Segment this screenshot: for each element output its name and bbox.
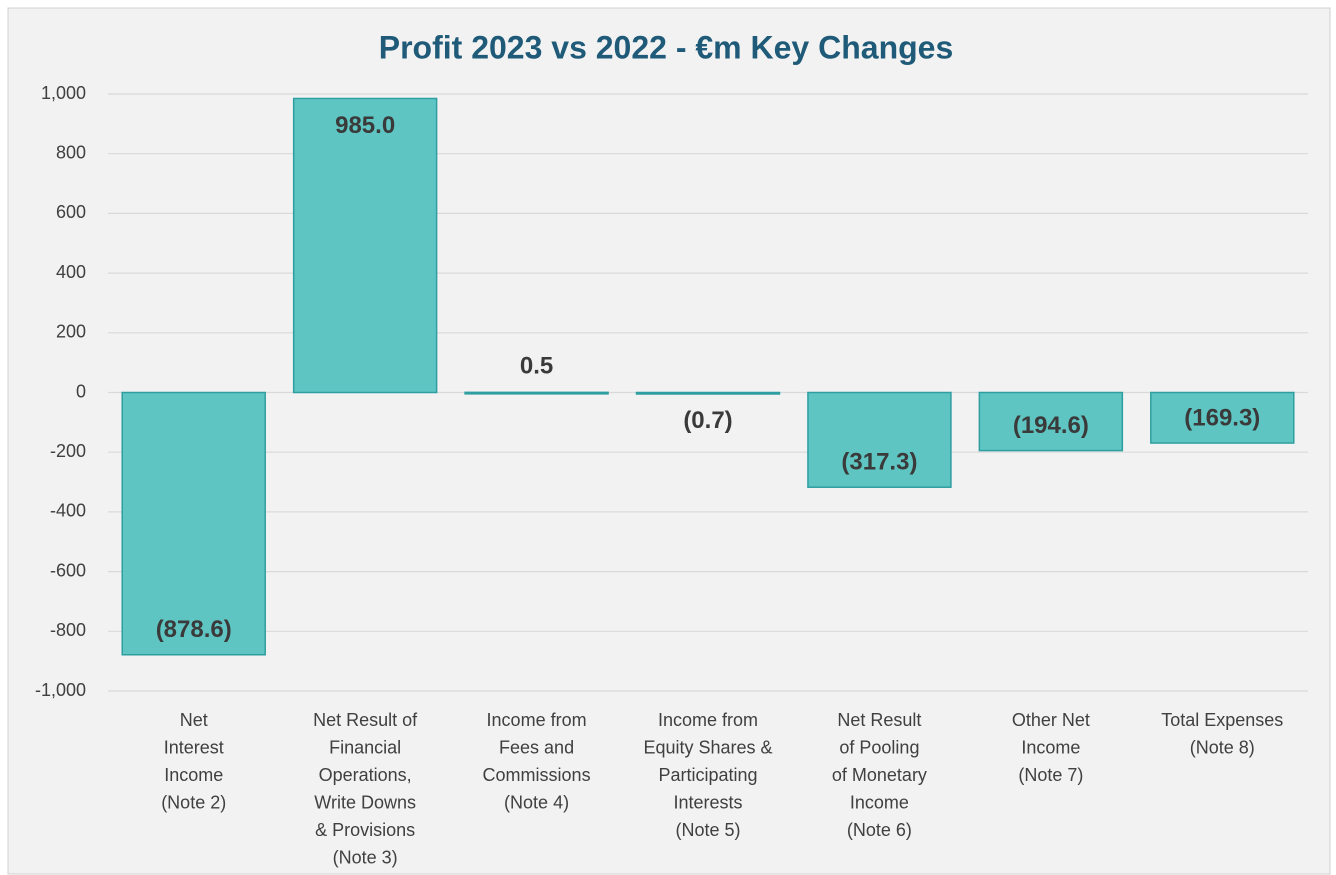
chart-title: Profit 2023 vs 2022 - €m Key Changes <box>379 29 954 65</box>
bar <box>292 97 438 394</box>
y-tick-label: 1,000 <box>41 83 86 103</box>
y-tick-label: -200 <box>50 441 86 461</box>
y-tick-label: -400 <box>50 501 86 521</box>
y-tick-label: -800 <box>50 620 86 640</box>
x-tick-label: Total Expenses (Note 8) <box>1161 710 1283 758</box>
y-tick-label: -600 <box>50 560 86 580</box>
y-tick-label: -1,000 <box>35 680 86 700</box>
value-label: 985.0 <box>335 112 395 139</box>
x-tick-label: Income from Equity Shares & Participating I… <box>643 710 772 840</box>
y-tick-label: 600 <box>56 202 86 222</box>
value-label: (194.6) <box>1013 412 1089 439</box>
value-label: (0.7) <box>683 407 732 434</box>
bar <box>464 391 609 395</box>
bar <box>635 391 781 395</box>
x-tick-label: Other Net Income (Note 7) <box>1012 710 1090 785</box>
value-label: (878.6) <box>156 616 232 643</box>
bar <box>121 391 266 656</box>
y-tick-label: 200 <box>56 322 86 342</box>
x-tick-label: Net Result of Pooling of Monetary Income (No… <box>832 710 927 840</box>
bar <box>1150 391 1295 444</box>
x-tick-label: Income from Fees and Commissions (Note 4) <box>483 710 591 813</box>
x-tick-label: Net Interest Income (Note 2) <box>161 710 226 813</box>
y-tick-label: 400 <box>56 262 86 282</box>
value-label: (317.3) <box>841 449 917 476</box>
value-label: 0.5 <box>520 353 553 380</box>
bar <box>978 391 1124 452</box>
y-tick-label: 800 <box>56 142 86 162</box>
value-label: (169.3) <box>1184 404 1260 431</box>
x-tick-label: Net Result of Financial Operations, Write D… <box>313 710 418 868</box>
y-tick-label: 0 <box>76 381 86 401</box>
bar <box>807 391 952 488</box>
